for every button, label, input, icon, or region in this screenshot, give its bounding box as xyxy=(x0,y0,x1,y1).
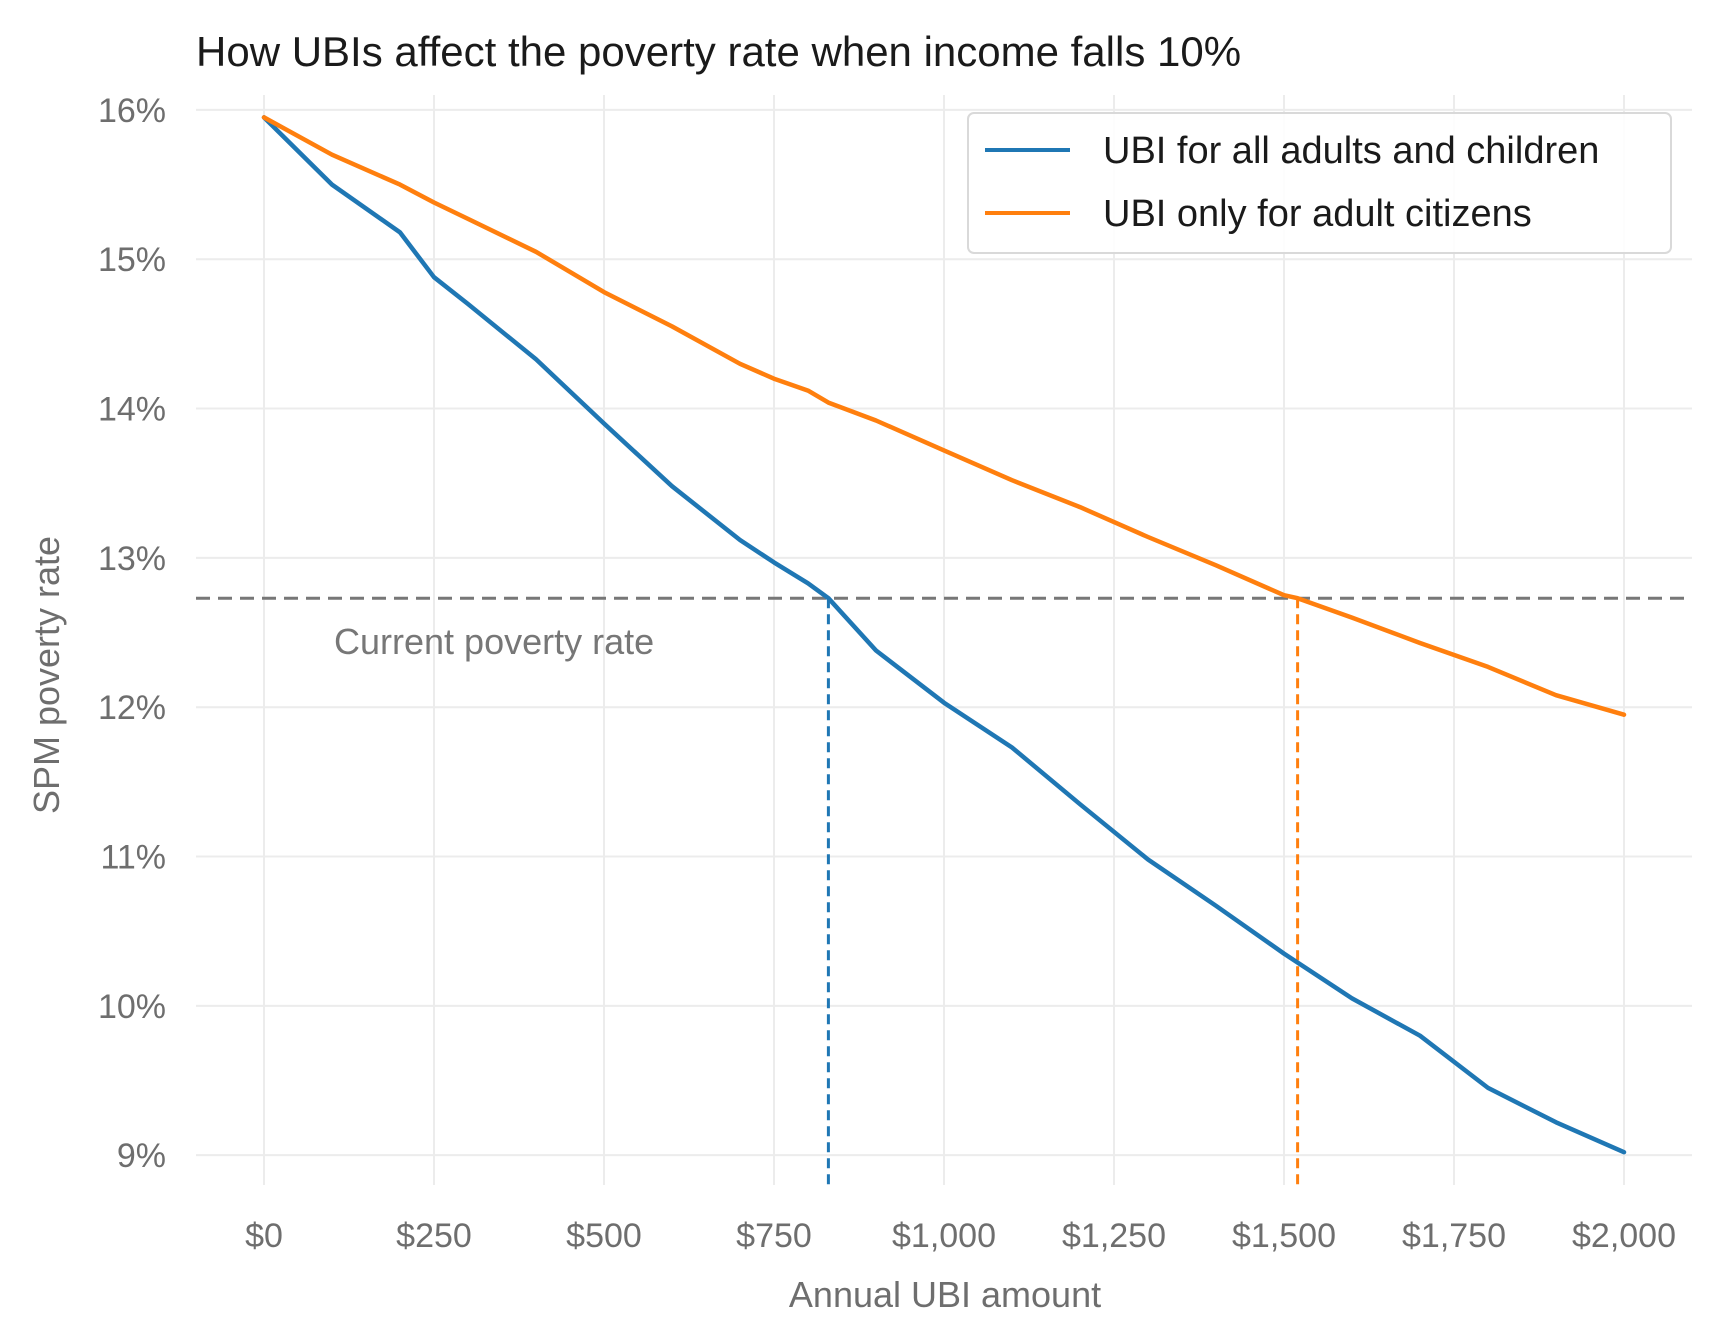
series-layer xyxy=(261,115,1627,1155)
legend-label-ubi-all: UBI for all adults and children xyxy=(1103,130,1599,172)
y-tick-label: 15% xyxy=(98,241,166,279)
x-tick-label: $1,500 xyxy=(1232,1217,1336,1255)
reference-lines xyxy=(196,596,1692,1185)
x-tick-label: $2,000 xyxy=(1572,1217,1676,1255)
x-tick-label: $1,750 xyxy=(1402,1217,1506,1255)
x-tick-label: $1,250 xyxy=(1062,1217,1166,1255)
y-tick-label: 13% xyxy=(98,540,166,578)
x-tick-label: $0 xyxy=(245,1217,283,1255)
y-tick-label: 9% xyxy=(117,1137,166,1175)
chart-title: How UBIs affect the poverty rate when in… xyxy=(196,28,1241,75)
y-axis-label: SPM poverty rate xyxy=(26,536,67,814)
legend-box xyxy=(967,112,1672,254)
y-tick-label: 12% xyxy=(98,689,166,727)
legend-label-ubi-adult-citizens: UBI only for adult citizens xyxy=(1103,193,1532,235)
x-tick-label: $750 xyxy=(736,1217,812,1255)
y-tick-label: 14% xyxy=(98,391,166,429)
y-tick-label: 10% xyxy=(98,988,166,1026)
y-tick-label: 16% xyxy=(98,92,166,130)
series-line-ubi-all xyxy=(261,115,1627,1155)
x-axis-label: Annual UBI amount xyxy=(789,1274,1101,1315)
series-line-ubi-adult-citizens xyxy=(261,115,1627,717)
x-tick-label: $1,000 xyxy=(892,1217,996,1255)
y-tick-label: 11% xyxy=(100,839,166,877)
x-tick-label: $500 xyxy=(566,1217,642,1255)
legend: UBI for all adults and children UBI only… xyxy=(967,112,1672,254)
x-tick-label: $250 xyxy=(396,1217,472,1255)
tick-labels: $0 $250 $500 $750 $1,000 $1,250 $1,500 $1,750 $2… xyxy=(98,92,1676,1255)
grid-layer xyxy=(196,95,1692,1185)
current-poverty-rate-annotation: Current poverty rate xyxy=(334,621,654,662)
